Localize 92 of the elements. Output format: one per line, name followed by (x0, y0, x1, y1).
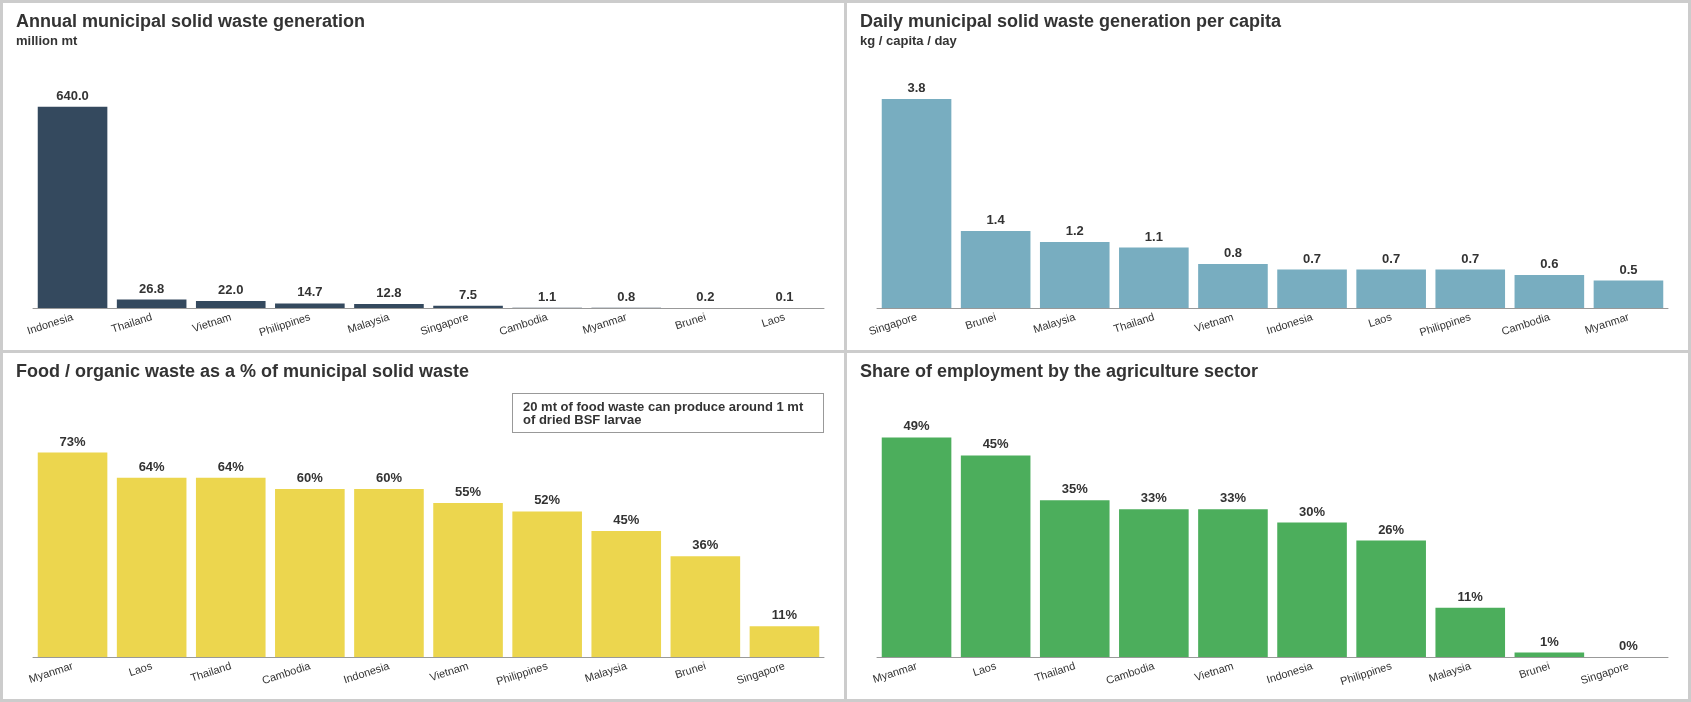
bar (1198, 509, 1268, 657)
data-label: 55% (455, 484, 482, 499)
bar (37, 106, 108, 308)
data-label: 11% (1457, 588, 1484, 604)
data-label: 1% (1539, 633, 1560, 649)
data-label: 64% (138, 458, 166, 474)
bar (195, 477, 266, 657)
bar (1119, 247, 1189, 308)
data-label: 11% (771, 607, 798, 623)
data-label: 64% (217, 458, 245, 474)
bar (1039, 242, 1110, 308)
bar (116, 299, 187, 308)
bar (512, 511, 582, 657)
bar (195, 301, 266, 308)
x-tick-label: Laos (1366, 310, 1394, 330)
data-label: 60% (375, 470, 403, 485)
x-tick-label: Laos (971, 659, 998, 679)
bar (1356, 540, 1426, 657)
x-tick-label: Laos (127, 659, 154, 679)
data-label: 45% (613, 512, 640, 527)
bar (1593, 280, 1664, 308)
x-tick-label: Laos (759, 310, 787, 330)
x-tick-label: Vietnam (428, 659, 470, 684)
bar (1277, 269, 1347, 308)
bar (275, 303, 345, 308)
data-label: 0.7 (1382, 250, 1401, 266)
bar (1356, 269, 1426, 308)
data-label: 0.5 (1619, 261, 1638, 277)
x-tick-label: Brunei (673, 310, 708, 332)
data-label: 0.7 (1303, 250, 1322, 266)
data-label: 22.0 (218, 282, 244, 298)
bar (1119, 509, 1189, 657)
data-label: 73% (59, 433, 86, 449)
data-label: 3.8 (907, 80, 926, 95)
bar (1514, 275, 1585, 308)
bar (1039, 500, 1110, 657)
x-tick-label: Brunei (673, 659, 708, 681)
data-label: 12.8 (376, 284, 402, 300)
bar (1277, 522, 1347, 657)
chart-title: Annual municipal solid waste generation (16, 11, 366, 31)
data-label: 0% (1619, 638, 1639, 653)
data-label: 60% (296, 470, 324, 485)
x-tick-label: Vietnam (1192, 659, 1235, 684)
bar (960, 231, 1031, 308)
chart-subtitle: million mt (16, 33, 79, 48)
data-label: 35% (1061, 481, 1089, 497)
bar (116, 477, 187, 657)
data-label: 33% (1140, 490, 1168, 506)
bar (960, 455, 1031, 657)
data-label: 45% (982, 436, 1010, 452)
data-label: 52% (534, 492, 561, 508)
bar (1435, 269, 1506, 308)
chart-title: Share of employment by the agriculture sector (860, 361, 1259, 381)
data-label: 0.8 (617, 288, 636, 304)
bar (749, 626, 820, 657)
x-tick-label: Brunei (963, 310, 998, 332)
data-label: 30% (1299, 503, 1326, 519)
chart-title: Food / organic waste as a % of municipal solid waste (16, 361, 470, 381)
bar (275, 489, 345, 657)
data-label: 49% (903, 418, 930, 434)
data-label: 14.7 (297, 284, 323, 300)
data-label: 0.1 (775, 288, 794, 304)
chart-subtitle: kg / capita / day (860, 33, 958, 48)
x-tick-label: Brunei (1517, 659, 1552, 681)
data-label: 36% (692, 537, 719, 553)
data-label: 26% (1378, 521, 1405, 537)
bar (37, 452, 108, 657)
text: 20 mt of food waste can produce around 1 mt of dried BSF larvae (523, 399, 807, 427)
chart-title: Daily municipal solid waste generation per capita (860, 11, 1283, 31)
bar (354, 489, 424, 657)
bar (1435, 607, 1506, 657)
data-label: 0.8 (1223, 245, 1242, 260)
data-label: 640.0 (56, 87, 89, 103)
bar (670, 556, 741, 657)
bar (591, 531, 662, 657)
data-label: 0.2 (696, 288, 715, 304)
data-label: 0.6 (1540, 256, 1559, 271)
data-label: 1.1 (538, 288, 557, 304)
x-tick-label: Vietnam (190, 310, 233, 335)
data-label: 33% (1219, 490, 1247, 506)
bar (354, 303, 424, 308)
bar (881, 437, 952, 657)
bar (433, 503, 503, 657)
data-label: 1.2 (1065, 223, 1084, 238)
data-label: 0.7 (1461, 250, 1480, 266)
bar (1198, 264, 1268, 308)
x-tick-label: Vietnam (1192, 310, 1235, 335)
bar (881, 99, 952, 308)
data-label: 1.1 (1144, 228, 1163, 244)
data-label: 1.4 (986, 212, 1006, 227)
data-label: 26.8 (138, 280, 165, 296)
data-label: 7.5 (459, 286, 478, 302)
